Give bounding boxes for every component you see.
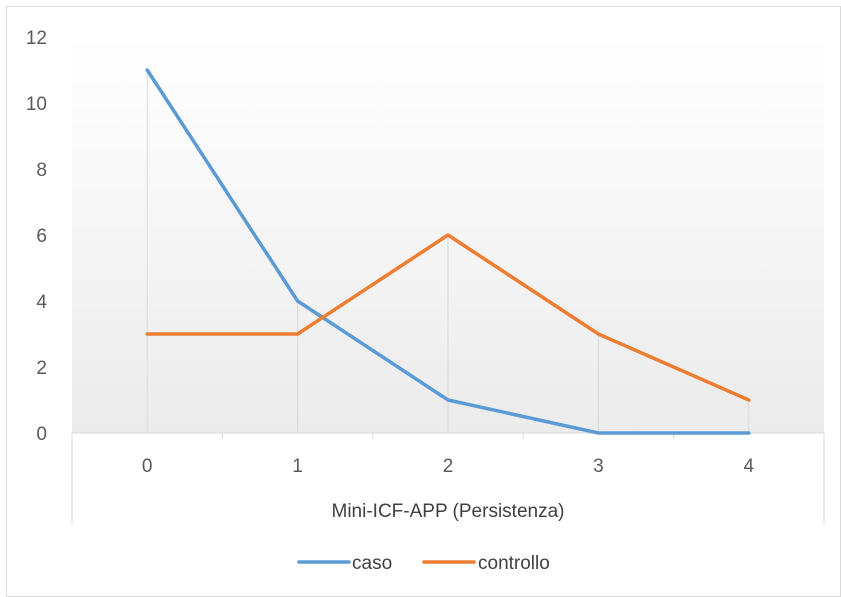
- series-line-caso: [145, 68, 751, 435]
- y-tick-label: 2: [36, 358, 47, 379]
- y-axis-ticks: 0 2 4 6 8 10 12: [26, 28, 48, 445]
- x-tick-label: 1: [292, 456, 303, 477]
- y-tick-label: 8: [36, 160, 47, 181]
- y-tick-label: 10: [26, 94, 47, 115]
- series-lines: [145, 68, 751, 435]
- y-tick-label: 12: [26, 28, 47, 49]
- x-tick-label: 0: [142, 456, 153, 477]
- x-tick-label: 2: [443, 456, 454, 477]
- y-tick-label: 0: [36, 424, 47, 445]
- x-tick-label: 3: [593, 456, 604, 477]
- x-tick-label: 4: [744, 456, 755, 477]
- x-axis-ticks: 0 1 2 3 4: [142, 456, 755, 477]
- legend: caso controllo: [297, 553, 550, 574]
- series-line-controllo: [145, 233, 751, 402]
- legend-label-controllo: controllo: [478, 553, 550, 574]
- y-tick-label: 6: [36, 226, 47, 247]
- y-tick-label: 4: [36, 292, 47, 313]
- legend-label-caso: caso: [352, 553, 392, 574]
- x-axis-title: Mini-ICF-APP (Persistenza): [332, 501, 565, 522]
